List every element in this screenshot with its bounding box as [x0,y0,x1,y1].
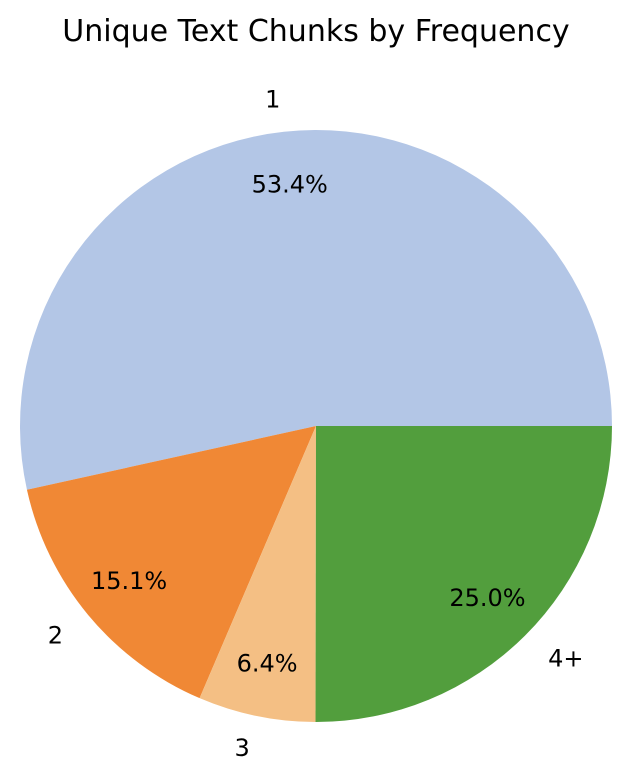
pie-labels: 53.4% 1 15.1% 2 6.4% 3 25.0% 4+ [48,85,584,761]
pie-category-label: 1 [265,85,280,113]
pie-category-label: 4+ [548,645,583,673]
pie-slice-4-plus [315,426,612,723]
pie-percent-label: 53.4% [252,171,328,199]
pie-percent-label: 15.1% [91,567,167,595]
pie-percent-label: 6.4% [237,650,298,678]
pie-slices [20,130,612,723]
pie-category-label: 2 [48,622,63,650]
pie-category-label: 3 [235,734,250,762]
pie-percent-label: 25.0% [449,584,525,612]
pie-slice-3 [199,426,316,722]
pie-slice-2 [26,426,316,699]
chart-title: Unique Text Chunks by Frequency [62,14,569,49]
pie-slice-1 [20,130,612,490]
